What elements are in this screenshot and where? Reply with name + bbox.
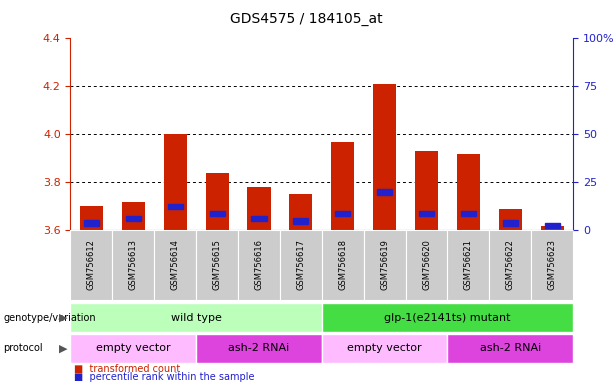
Text: GSM756613: GSM756613: [129, 240, 138, 290]
Bar: [196, 230, 238, 300]
Bar: [489, 230, 531, 300]
Bar: [280, 230, 322, 300]
Text: GDS4575 / 184105_at: GDS4575 / 184105_at: [230, 12, 383, 25]
Text: ash-2 RNAi: ash-2 RNAi: [229, 343, 289, 354]
Bar: [322, 334, 447, 363]
Text: ash-2 RNAi: ash-2 RNAi: [480, 343, 541, 354]
Text: empty vector: empty vector: [96, 343, 170, 354]
Bar: [322, 303, 573, 332]
Bar: [447, 230, 489, 300]
Text: GSM756612: GSM756612: [87, 240, 96, 290]
Bar: [289, 194, 313, 230]
Bar: [168, 204, 183, 209]
Text: genotype/variation: genotype/variation: [3, 313, 96, 323]
Text: ▶: ▶: [59, 313, 67, 323]
Text: GSM756614: GSM756614: [170, 240, 180, 290]
Bar: [461, 211, 476, 217]
Text: GSM756623: GSM756623: [547, 240, 557, 290]
Bar: [294, 218, 308, 223]
Text: GSM756619: GSM756619: [380, 240, 389, 290]
Bar: [377, 189, 392, 195]
Text: GSM756622: GSM756622: [506, 240, 515, 290]
Text: GSM756618: GSM756618: [338, 240, 348, 290]
Bar: [154, 230, 196, 300]
Bar: [112, 230, 154, 300]
Bar: [503, 220, 518, 226]
Text: GSM756616: GSM756616: [254, 240, 264, 290]
Text: wild type: wild type: [171, 313, 221, 323]
Bar: [248, 187, 270, 230]
Bar: [457, 154, 480, 230]
Bar: [205, 173, 229, 230]
Bar: [419, 211, 434, 217]
Bar: [373, 84, 396, 230]
Bar: [531, 230, 573, 300]
Bar: [331, 142, 354, 230]
Bar: [70, 303, 322, 332]
Bar: [164, 134, 187, 230]
Bar: [70, 334, 196, 363]
Text: GSM756621: GSM756621: [464, 240, 473, 290]
Text: glp-1(e2141ts) mutant: glp-1(e2141ts) mutant: [384, 313, 511, 323]
Text: protocol: protocol: [3, 343, 43, 354]
Bar: [196, 334, 322, 363]
Bar: [126, 215, 141, 221]
Bar: [70, 230, 112, 300]
Bar: [364, 230, 406, 300]
Bar: [447, 334, 573, 363]
Bar: [415, 151, 438, 230]
Text: empty vector: empty vector: [348, 343, 422, 354]
Bar: [541, 225, 564, 230]
Text: ■  percentile rank within the sample: ■ percentile rank within the sample: [74, 372, 254, 382]
Bar: [545, 223, 560, 228]
Bar: [499, 209, 522, 230]
Text: ■  transformed count: ■ transformed count: [74, 364, 180, 374]
Bar: [406, 230, 447, 300]
Text: GSM756615: GSM756615: [213, 240, 222, 290]
Bar: [84, 220, 99, 226]
Text: GSM756620: GSM756620: [422, 240, 431, 290]
Bar: [251, 215, 267, 221]
Text: ▶: ▶: [59, 343, 67, 354]
Bar: [238, 230, 280, 300]
Bar: [210, 211, 224, 217]
Bar: [122, 202, 145, 230]
Bar: [322, 230, 364, 300]
Text: GSM756617: GSM756617: [296, 240, 305, 290]
Bar: [80, 207, 103, 230]
Bar: [335, 211, 350, 217]
